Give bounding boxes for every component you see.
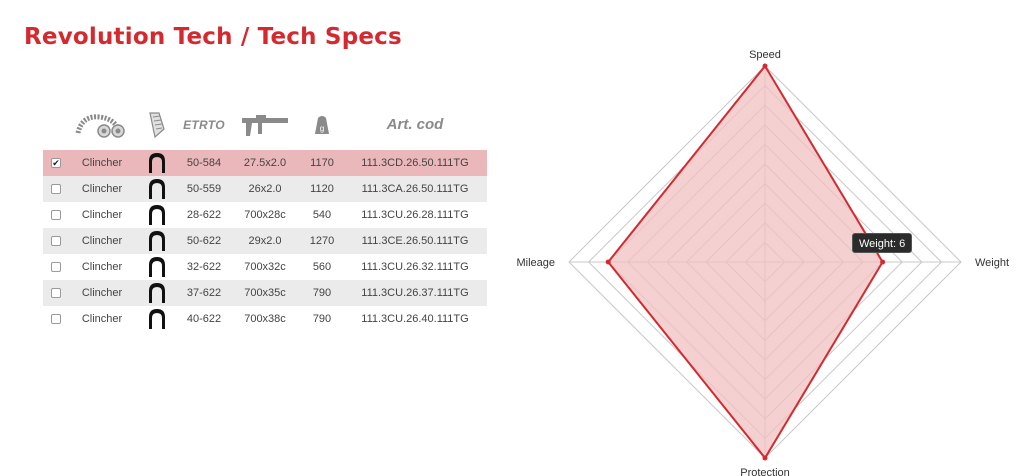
tire-profile-icon	[135, 308, 179, 330]
radar-chart: Speed Weight Protection Mileage	[505, 40, 1024, 476]
specs-table: ETRTO g Art. cod ✔ Clincher 50-584 27.5x2.0…	[43, 103, 487, 332]
table-row[interactable]: Clincher 50-622 29x2.0 1270 111.3CE.26.50.11…	[43, 228, 487, 254]
row-art-code: 111.3CU.26.28.111TG	[361, 209, 469, 221]
table-row[interactable]: Clincher 32-622 700x32c 560 111.3CU.26.32.11…	[43, 254, 487, 280]
row-weight: 1170	[310, 157, 334, 169]
row-type: Clincher	[81, 261, 123, 273]
row-size: 700x38c	[244, 313, 286, 325]
row-checkbox[interactable]	[51, 314, 61, 324]
row-etrto: 32-622	[186, 261, 222, 273]
radar-axis-label: Weight	[975, 257, 1009, 269]
header-etrto: ETRTO	[183, 117, 225, 132]
row-art-code: 111.3CU.26.37.111TG	[361, 287, 469, 299]
table-header: ETRTO g Art. cod	[43, 103, 487, 146]
table-body: ✔ Clincher 50-584 27.5x2.0 1170 111.3CD.26.50…	[43, 150, 487, 332]
row-etrto: 50-584	[186, 157, 222, 169]
tire-profile-icon	[135, 256, 179, 278]
row-type: Clincher	[81, 183, 123, 195]
row-checkbox-cell	[43, 288, 69, 298]
page-title: Revolution Tech / Tech Specs	[24, 24, 402, 50]
row-checkbox-cell: ✔	[43, 158, 69, 168]
row-weight: 1270	[309, 235, 335, 247]
row-etrto: 37-622	[186, 287, 222, 299]
radar-svg: Speed Weight Protection Mileage	[516, 49, 1009, 476]
row-checkbox[interactable]: ✔	[51, 157, 61, 168]
row-checkbox[interactable]	[51, 210, 61, 220]
row-checkbox[interactable]	[51, 262, 61, 272]
row-type: Clincher	[81, 209, 123, 221]
row-weight: 1120	[310, 183, 334, 195]
row-size: 26x2.0	[248, 183, 282, 195]
row-size: 700x28c	[244, 209, 286, 221]
row-weight: 560	[312, 261, 332, 273]
weight-icon: g	[301, 114, 343, 136]
tire-profile-icon	[135, 152, 179, 174]
table-row[interactable]: Clincher 37-622 700x35c 790 111.3CU.26.37.11…	[43, 280, 487, 306]
chart-tooltip: Weight: 6	[852, 233, 913, 253]
row-type: Clincher	[81, 287, 123, 299]
row-checkbox-cell	[43, 210, 69, 220]
row-size: 29x2.0	[248, 235, 282, 247]
tire-profile-icon	[135, 282, 179, 304]
tire-profile-icon	[135, 230, 179, 252]
tire-profile-icon	[135, 178, 179, 200]
row-art-code: 111.3CD.26.50.111TG	[361, 157, 469, 169]
caliper-icon	[229, 112, 301, 138]
row-art-code: 111.3CU.26.40.111TG	[361, 313, 469, 325]
table-row[interactable]: Clincher 50-559 26x2.0 1120 111.3CA.26.50.11…	[43, 176, 487, 202]
row-checkbox[interactable]	[51, 184, 61, 194]
row-checkbox-cell	[43, 184, 69, 194]
row-weight: 790	[312, 313, 332, 325]
row-checkbox-cell	[43, 236, 69, 246]
table-row[interactable]: Clincher 28-622 700x28c 540 111.3CU.26.28.11…	[43, 202, 487, 228]
row-type: Clincher	[81, 157, 123, 169]
row-size: 27.5x2.0	[243, 157, 287, 169]
tire-icon	[69, 111, 135, 139]
header-art-code: Art. cod	[386, 116, 444, 133]
row-etrto: 50-559	[186, 183, 222, 195]
table-row[interactable]: Clincher 40-622 700x38c 790 111.3CU.26.40.11…	[43, 306, 487, 332]
radar-point	[880, 259, 886, 265]
row-etrto: 50-622	[186, 235, 222, 247]
row-checkbox[interactable]	[51, 288, 61, 298]
row-weight: 540	[312, 209, 332, 221]
row-type: Clincher	[81, 235, 123, 247]
tooltip-text: Weight: 6	[859, 238, 906, 250]
radar-axis-label: Protection	[740, 467, 790, 476]
row-art-code: 111.3CU.26.32.111TG	[361, 261, 469, 273]
row-type: Clincher	[81, 313, 123, 325]
radar-point	[605, 259, 611, 265]
row-art-code: 111.3CA.26.50.111TG	[361, 183, 469, 195]
tire-profile-icon	[135, 204, 179, 226]
row-checkbox[interactable]	[51, 236, 61, 246]
radar-axis-label: Speed	[749, 49, 781, 61]
radar-point	[762, 455, 768, 461]
table-row[interactable]: ✔ Clincher 50-584 27.5x2.0 1170 111.3CD.26.50…	[43, 150, 487, 176]
row-checkbox-cell	[43, 262, 69, 272]
radar-axis-label: Mileage	[516, 257, 555, 269]
row-art-code: 111.3CE.26.50.111TG	[361, 235, 469, 247]
row-size: 700x32c	[244, 261, 286, 273]
radar-series-area	[606, 64, 884, 460]
row-etrto: 28-622	[186, 209, 222, 221]
weight-unit-label: g	[320, 124, 324, 133]
row-size: 700x35c	[244, 287, 286, 299]
tread-icon	[135, 111, 179, 139]
row-etrto: 40-622	[186, 313, 222, 325]
radar-point	[762, 63, 768, 69]
row-weight: 790	[312, 287, 332, 299]
row-checkbox-cell	[43, 314, 69, 324]
